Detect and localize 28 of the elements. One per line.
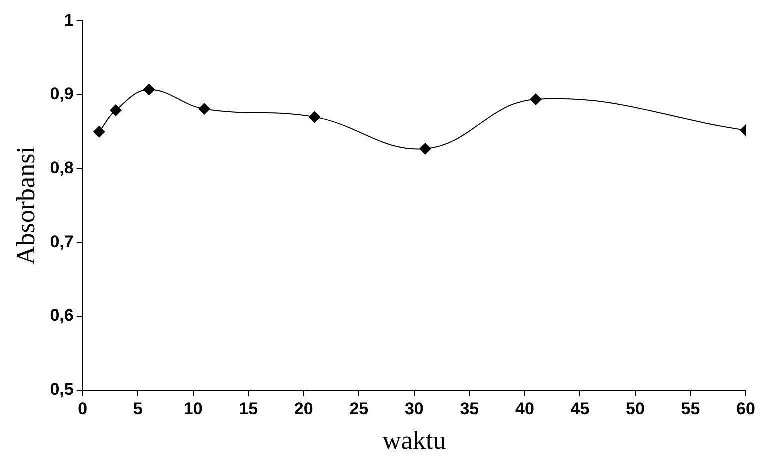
x-tick-label: 35 — [460, 399, 480, 418]
x-tick-label: 45 — [570, 399, 590, 418]
y-tick-label: 0,5 — [50, 380, 74, 400]
x-tick-label: 10 — [184, 399, 203, 418]
point — [110, 104, 122, 117]
point — [419, 142, 432, 155]
x-tick-label: 0 — [78, 399, 88, 418]
x-tick-label: 15 — [239, 399, 258, 418]
y-tick-label: 1 — [64, 10, 74, 30]
x-axis-title: waktu — [382, 426, 446, 456]
y-tick-label: 0,9 — [50, 84, 74, 104]
x-tick-label: 40 — [515, 399, 534, 418]
x-tick-label: 50 — [626, 399, 645, 418]
x-tick-label: 20 — [294, 399, 314, 418]
y-tick-label: 0,8 — [50, 158, 74, 178]
point — [93, 126, 106, 138]
point — [308, 111, 321, 124]
point — [198, 103, 210, 116]
y-tick-label: 0,6 — [50, 306, 74, 326]
y-axis-title: Absorbansi — [11, 146, 40, 266]
point — [143, 84, 156, 96]
point — [530, 93, 542, 106]
x-tick-label: 30 — [404, 399, 424, 418]
x-tick-label: 55 — [681, 399, 700, 418]
x-tick-label: 25 — [350, 399, 369, 418]
x-tick-label: 5 — [133, 399, 143, 418]
x-tick-label: 60 — [736, 399, 756, 418]
y-tick-label: 0,7 — [50, 232, 74, 252]
